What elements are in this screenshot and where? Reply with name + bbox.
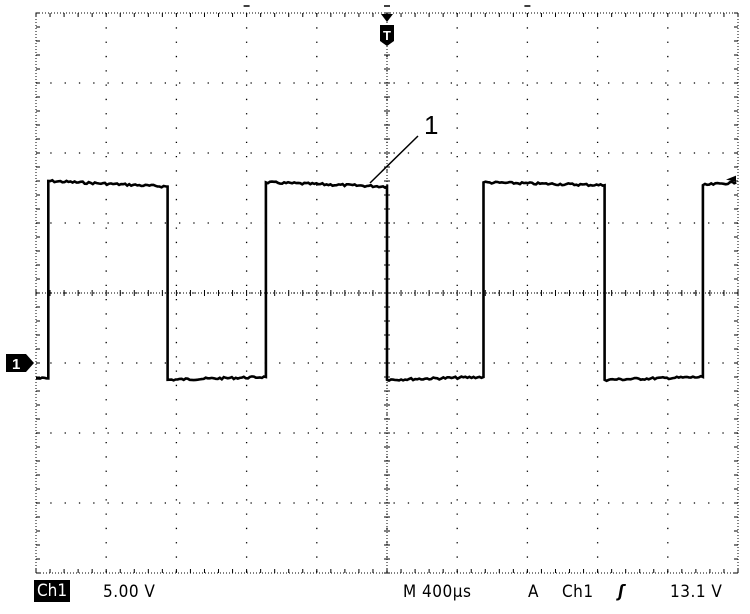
- trigger-marker-label: T: [383, 28, 391, 43]
- annotation-label: 1: [424, 110, 438, 140]
- trigger-source: Ch1: [562, 582, 594, 602]
- trigger-mode: A: [528, 582, 539, 602]
- trigger-level: 13.1 V: [670, 582, 723, 602]
- channel-1-trace: [36, 178, 737, 383]
- trigger-position-arrow-icon: [381, 14, 393, 22]
- trigger-marker-icon: [380, 25, 394, 46]
- ground-marker-icon: [6, 354, 34, 372]
- trigger-level-arrow-icon: [726, 175, 736, 182]
- channel-badge: Ch1: [34, 580, 71, 602]
- timebase: M 400µs: [403, 582, 472, 602]
- ground-marker-label: 1: [12, 356, 20, 373]
- trigger-slope-icon: ʃ: [618, 582, 625, 602]
- annotation-leader-line: [369, 135, 419, 184]
- vertical-scale: 5.00 V: [103, 582, 156, 602]
- markers: 1T: [6, 5, 736, 373]
- annotation-1: 1: [369, 110, 438, 184]
- graticule: [35, 12, 739, 574]
